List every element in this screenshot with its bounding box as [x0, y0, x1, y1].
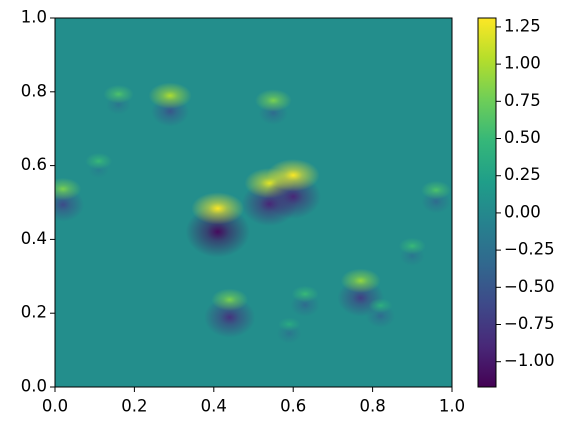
colorbar	[477, 17, 497, 388]
field-peak	[85, 152, 113, 170]
y-tick-label: 0.8	[21, 81, 47, 100]
colorbar-tick-label: −0.25	[504, 240, 555, 259]
colorbar-tick-label: 1.00	[504, 54, 541, 73]
colorbar-tick-label: 0.00	[504, 202, 541, 221]
field-peak	[340, 268, 381, 293]
x-tick-label: 1.0	[439, 397, 465, 416]
x-tick-label: 0.6	[280, 397, 306, 416]
field-peak	[266, 159, 320, 192]
field-peak	[148, 82, 192, 109]
y-tick-label: 0.6	[21, 155, 47, 174]
colorbar-tick-label: 0.25	[504, 165, 541, 184]
y-tick-label: 0.0	[21, 377, 47, 396]
x-tick-label: 0.0	[42, 397, 68, 416]
field-peak	[368, 298, 393, 313]
colorbar-tick-label: 1.25	[504, 16, 541, 35]
colorbar-tick-label: −1.00	[504, 351, 555, 370]
colorbar-tick-label: 0.75	[504, 91, 541, 110]
plot-frame	[54, 17, 453, 388]
field-peak	[398, 237, 426, 255]
field-peak	[291, 285, 319, 303]
field-peak	[55, 177, 82, 201]
colorbar-tick-label: −0.50	[504, 277, 555, 296]
field-peak	[211, 288, 249, 311]
colorbar-tick-label: 0.50	[504, 128, 541, 147]
x-tick-label: 0.2	[121, 397, 147, 416]
field-peak	[421, 180, 452, 200]
field-peak	[191, 192, 245, 225]
x-tick-label: 0.8	[359, 397, 385, 416]
field-peak	[254, 89, 292, 112]
plot-area	[55, 18, 452, 387]
field-peak	[278, 317, 301, 332]
field-peak	[103, 84, 134, 104]
y-tick-label: 0.4	[21, 229, 47, 248]
y-tick-label: 1.0	[21, 8, 47, 27]
y-tick-label: 0.2	[21, 303, 47, 322]
colorbar-tick-label: −0.75	[504, 314, 555, 333]
x-tick-label: 0.4	[201, 397, 227, 416]
